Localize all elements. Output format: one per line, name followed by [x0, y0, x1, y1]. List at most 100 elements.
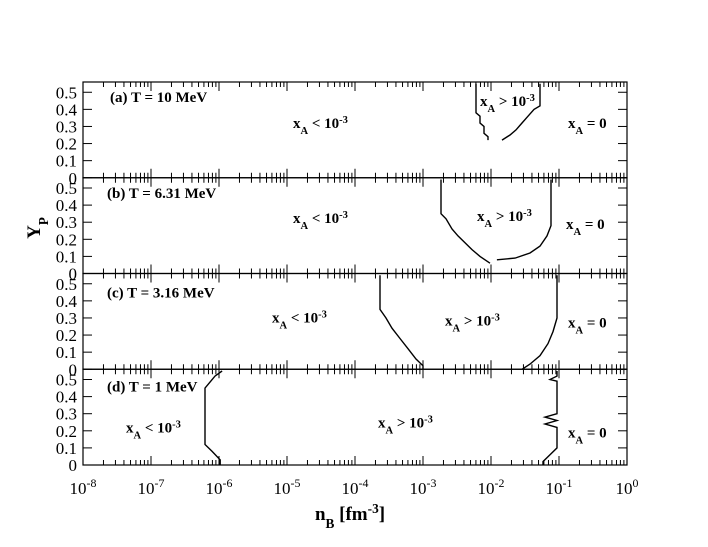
region-label: xA < 10-3 — [272, 309, 327, 331]
y-tick-label: 0 — [69, 265, 78, 284]
region-label-part: x — [293, 211, 301, 227]
region-label: xA < 10-3 — [293, 115, 348, 137]
x-tick-base: 10 — [616, 479, 633, 498]
y-tick-label: 0.2 — [56, 230, 77, 249]
y-tick-label: 0.1 — [56, 247, 77, 266]
y-tick-label: 0.4 — [56, 388, 78, 407]
boundary-line — [496, 179, 552, 261]
y-tick-label: 0.5 — [56, 83, 77, 102]
region-label-part: A — [576, 435, 584, 446]
boundary-line — [440, 179, 491, 264]
x-axis-label-part: B — [326, 516, 335, 531]
y-tick-label: 0.2 — [56, 326, 77, 345]
region-label-part: < 10 — [308, 116, 339, 132]
region-label-part: A — [386, 425, 394, 436]
x-tick-base: 10 — [342, 479, 359, 498]
y-axis-label-part: Y — [24, 225, 45, 239]
region-label-part: x — [445, 314, 453, 330]
x-tick-base: 10 — [138, 479, 155, 498]
region-label-part: x — [566, 217, 574, 233]
x-tick-exponent: -7 — [155, 476, 165, 490]
x-tick-exponent: -6 — [223, 476, 233, 490]
region-label: xA > 10-3 — [378, 414, 433, 436]
x-tick-exponent: -4 — [359, 476, 369, 490]
y-tick-label: 0.4 — [56, 292, 78, 311]
region-label-part: x — [272, 311, 280, 327]
region-label: xA > 10-3 — [445, 312, 500, 334]
boundary-line — [521, 275, 558, 370]
region-label-part: x — [126, 420, 134, 436]
region-label-part: -3 — [172, 419, 181, 430]
region-label: xA = 0 — [568, 425, 607, 446]
panel-title: (d) T = 1 MeV — [107, 379, 198, 395]
region-label-part: -3 — [526, 93, 535, 104]
boundary-line — [379, 275, 424, 370]
x-tick-label: 10-7 — [138, 476, 165, 498]
boundary-line — [501, 83, 541, 141]
x-tick-label: 10-3 — [410, 476, 437, 498]
region-label-part: A — [485, 218, 493, 229]
y-tick-label: 0.3 — [56, 213, 77, 232]
x-tick-base: 10 — [546, 479, 563, 498]
region-label-part: x — [293, 116, 301, 132]
region-label-part: -3 — [318, 309, 327, 320]
region-label-part: -3 — [339, 115, 348, 126]
region-label-part: A — [301, 220, 309, 231]
region-label-part: = 0 — [583, 116, 607, 132]
x-axis-label-part: ] — [379, 504, 385, 525]
region-label-part: -3 — [523, 207, 532, 218]
y-tick-label: 0.1 — [56, 343, 77, 362]
region-label-part: -3 — [339, 209, 348, 220]
y-tick-label: 0 — [69, 169, 78, 188]
x-tick-base: 10 — [478, 479, 495, 498]
region-label-part: A — [453, 323, 461, 334]
region-label-part: A — [576, 126, 584, 137]
x-tick-label: 10-5 — [274, 476, 301, 498]
region-label: xA < 10-3 — [126, 419, 181, 441]
region-label-part: < 10 — [287, 311, 318, 327]
y-tick-label: 0.5 — [56, 179, 77, 198]
region-label: xA = 0 — [566, 217, 605, 238]
y-tick-label: 0.3 — [56, 309, 77, 328]
panel-title: (a) T = 10 MeV — [110, 90, 207, 106]
x-axis-label-part: -3 — [368, 501, 379, 516]
region-label: xA = 0 — [568, 116, 607, 137]
region-label-part: A — [488, 104, 496, 115]
region-label-part: A — [576, 325, 584, 336]
region-label: xA > 10-3 — [477, 207, 532, 229]
y-tick-label: 0 — [69, 360, 78, 379]
x-tick-label: 10-8 — [70, 476, 97, 498]
y-tick-label: 0.1 — [56, 439, 77, 458]
region-label-part: -3 — [491, 312, 500, 323]
region-label-part: < 10 — [141, 420, 172, 436]
region-label-part: = 0 — [583, 425, 607, 441]
region-label-part: x — [480, 94, 488, 110]
panel-title: (c) T = 3.16 MeV — [107, 286, 215, 302]
region-label-part: > 10 — [495, 94, 526, 110]
y-tick-label: 0.5 — [56, 371, 77, 390]
region-label-part: A — [280, 320, 288, 331]
y-tick-label: 0 — [69, 456, 78, 475]
x-tick-exponent: -3 — [427, 476, 437, 490]
y-tick-label: 0.2 — [56, 135, 77, 154]
region-label: xA = 0 — [568, 316, 607, 337]
boundary-line — [475, 83, 489, 141]
x-tick-base: 10 — [410, 479, 427, 498]
x-tick-label: 10-1 — [546, 476, 573, 498]
x-tick-base: 10 — [70, 479, 87, 498]
boundary-line — [204, 370, 223, 465]
x-axis-label-part: n — [315, 504, 326, 525]
x-tick-label: 10-6 — [206, 476, 233, 498]
x-axis-label: nB [fm-3] — [315, 501, 385, 531]
x-tick-base: 10 — [206, 479, 223, 498]
region-label: xA < 10-3 — [293, 209, 348, 231]
x-tick-exponent: -1 — [563, 476, 573, 490]
x-tick-exponent: -5 — [291, 476, 301, 490]
region-label-part: A — [134, 430, 142, 441]
x-tick-exponent: -8 — [87, 476, 97, 490]
region-label-part: x — [477, 209, 485, 225]
y-tick-label: 0.4 — [56, 196, 78, 215]
region-label-part: > 10 — [393, 415, 424, 431]
region-label-part: A — [574, 226, 582, 237]
